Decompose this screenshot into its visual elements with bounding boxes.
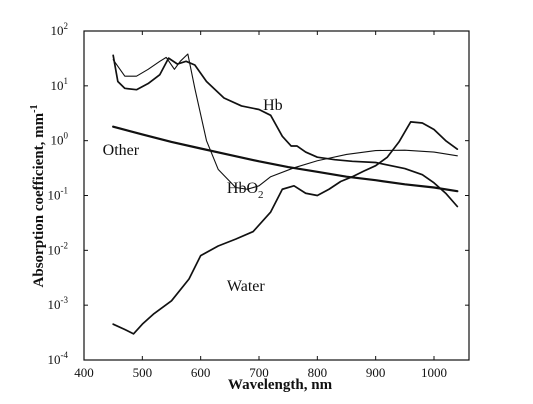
- series-line-other: [112, 125, 459, 193]
- series-line-water: [112, 121, 459, 335]
- y-ticks: 10-4 10-3 10-2 10-1 100 101 102: [48, 21, 469, 367]
- y-tick-label-0: 10-4: [48, 350, 69, 367]
- series-line-hb: [112, 54, 459, 208]
- series-annotations: Hb HbO2 Water Other: [103, 97, 283, 295]
- x-axis-label: Wavelength, nm: [228, 377, 333, 393]
- series-lines: [112, 53, 459, 335]
- x-tick-label-2: 600: [191, 365, 211, 380]
- x-ticks: 400 500 600 700 800 900 1000: [74, 31, 447, 380]
- x-tick-label-1: 500: [133, 365, 153, 380]
- y-axis-label: Absorption coefficient, mm-1: [29, 105, 47, 288]
- plot-frame: [83, 30, 470, 361]
- y-tick-label-5: 101: [51, 76, 69, 93]
- y-axis-label-superscript: -1: [29, 105, 40, 113]
- x-tick-label-3: 700: [249, 365, 269, 380]
- y-tick-label-2: 10-2: [48, 240, 69, 257]
- x-tick-label-0: 400: [74, 365, 94, 380]
- annotation-hb: Hb: [263, 97, 283, 114]
- x-tick-label-5: 900: [366, 365, 386, 380]
- y-tick-label-3: 10-1: [48, 186, 69, 203]
- y-axis-label-main: Absorption coefficient, mm: [31, 112, 47, 287]
- x-tick-label-6: 1000: [421, 365, 447, 380]
- y-tick-label-1: 10-3: [48, 295, 69, 312]
- y-tick-label-6: 102: [51, 21, 69, 38]
- annotation-water: Water: [227, 278, 265, 295]
- annotation-other: Other: [103, 142, 140, 159]
- y-tick-label-4: 100: [51, 131, 69, 148]
- series-line-hbo2: [112, 53, 458, 190]
- annotation-hbo2: HbO2: [227, 180, 264, 201]
- x-tick-label-4: 800: [308, 365, 328, 380]
